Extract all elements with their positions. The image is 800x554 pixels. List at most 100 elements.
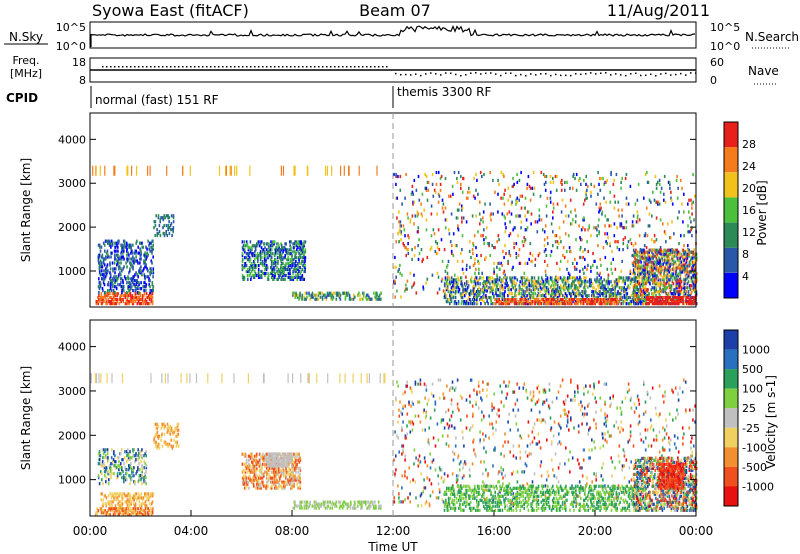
range-gate-cell: [652, 292, 654, 296]
range-gate-cell: [675, 178, 678, 182]
range-gate-cell: [567, 288, 570, 292]
range-gate-cell: [575, 292, 578, 296]
range-gate-cell: [136, 281, 138, 285]
range-gate-cell: [127, 165, 129, 176]
range-gate-cell: [509, 194, 511, 198]
range-gate-cell: [622, 300, 625, 304]
range-gate-cell: [113, 261, 116, 265]
range-gate-cell: [249, 264, 252, 268]
range-gate-cell: [593, 302, 595, 306]
range-gate-cell: [541, 228, 544, 232]
range-gate-cell: [422, 285, 424, 289]
range-gate-cell: [649, 274, 652, 278]
range-gate-cell: [694, 268, 697, 272]
range-gate-cell: [379, 373, 381, 384]
range-gate-cell: [505, 298, 507, 302]
range-gate-cell: [524, 298, 527, 302]
range-gate-cell: [661, 282, 663, 286]
range-gate-cell: [472, 244, 475, 248]
range-gate-cell: [283, 248, 285, 252]
range-gate-cell: [251, 248, 253, 252]
range-gate-cell: [665, 286, 668, 290]
range-gate-cell: [565, 278, 567, 282]
range-gate-cell: [537, 253, 540, 258]
range-gate-cell: [513, 298, 515, 302]
range-gate-cell: [540, 276, 543, 280]
range-gate-cell: [330, 297, 333, 301]
range-gate-cell: [665, 240, 667, 244]
range-gate-cell: [358, 291, 360, 295]
range-gate-cell: [667, 258, 669, 262]
range-gate-cell: [105, 294, 107, 298]
range-gate-cell: [624, 236, 626, 240]
range-gate-cell: [560, 298, 563, 302]
range-gate-cell: [595, 296, 597, 300]
range-gate-cell: [105, 511, 107, 515]
range-gate-cell: [633, 296, 636, 300]
nave-dot: [114, 66, 116, 68]
range-gate-cell: [641, 282, 643, 286]
range-gate-cell: [446, 265, 448, 269]
range-gate-cell: [655, 264, 657, 268]
range-gate-cell: [545, 296, 547, 300]
range-gate-cell: [284, 254, 286, 258]
range-gate-cell: [113, 253, 116, 257]
range-gate-cell: [620, 222, 623, 226]
range-gate-cell: [680, 296, 682, 300]
range-gate-cell: [265, 266, 267, 270]
range-gate-cell: [112, 300, 115, 304]
range-gate-cell: [396, 216, 398, 220]
range-gate-cell: [690, 198, 692, 202]
range-gate-cell: [411, 190, 414, 194]
range-gate-cell: [394, 255, 396, 260]
range-gate-cell: [282, 267, 284, 272]
range-gate-cell: [267, 254, 270, 258]
range-gate-cell: [295, 293, 298, 297]
range-gate-cell: [281, 256, 283, 260]
range-gate-cell: [161, 216, 164, 220]
range-gate-cell: [679, 274, 682, 278]
range-gate-cell: [478, 286, 480, 290]
range-gate-cell: [488, 276, 490, 280]
range-gate-cell: [502, 172, 504, 177]
range-gate-cell: [505, 282, 508, 286]
nave-dot: [685, 74, 687, 76]
range-gate-cell: [400, 230, 403, 234]
range-gate-cell: [518, 292, 520, 296]
range-gate-cell: [667, 254, 669, 258]
range-gate-cell: [126, 243, 128, 247]
range-gate-cell: [134, 504, 137, 508]
range-gate-cell: [661, 256, 663, 260]
range-gate-cell: [604, 180, 606, 184]
range-gate-cell: [606, 218, 608, 222]
range-gate-cell: [100, 498, 102, 502]
range-gate-cell: [472, 251, 474, 256]
range-gate-cell: [549, 298, 552, 302]
range-gate-cell: [275, 250, 277, 254]
range-gate-cell: [92, 165, 94, 176]
range-gate-cell: [101, 462, 104, 466]
range-gate-cell: [646, 256, 648, 260]
range-gate-cell: [99, 269, 101, 273]
range-gate-cell: [303, 256, 306, 260]
range-gate-cell: [663, 282, 665, 286]
range-gate-cell: [520, 288, 523, 292]
range-gate-cell: [564, 232, 567, 236]
range-gate-cell: [665, 302, 668, 306]
range-gate-cell: [685, 286, 687, 290]
range-gate-cell: [663, 192, 665, 196]
range-gate-cell: [651, 264, 653, 268]
range-gate-cell: [436, 251, 439, 256]
range-gate-cell: [263, 258, 266, 262]
range-gate-cell: [619, 302, 622, 306]
range-gate-cell: [137, 507, 140, 511]
range-gate-cell: [259, 252, 261, 256]
range-gate-cell: [95, 165, 97, 176]
nave-dot: [218, 66, 220, 68]
range-gate-cell: [251, 254, 254, 258]
range-gate-cell: [547, 290, 550, 294]
range-gate-cell: [608, 302, 611, 306]
range-gate-cell: [579, 300, 582, 304]
range-gate-cell: [299, 256, 301, 260]
range-gate-cell: [624, 282, 626, 286]
